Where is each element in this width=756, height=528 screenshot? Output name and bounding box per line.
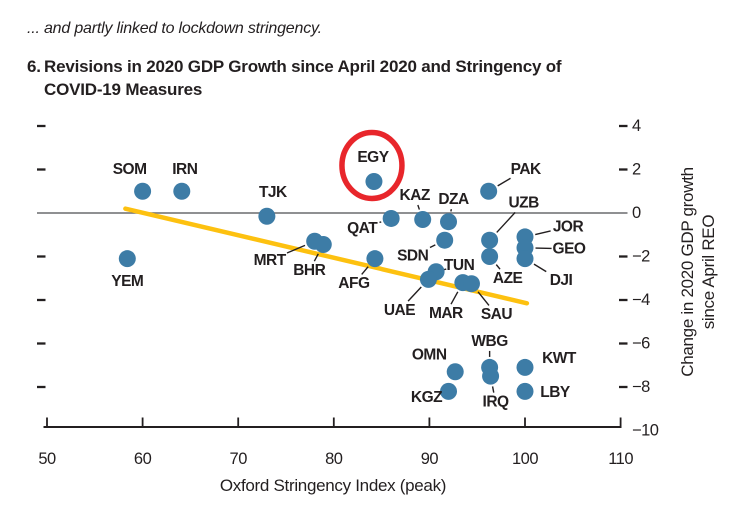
figure-title-line1: Revisions in 2020 GDP Growth since April…	[44, 57, 562, 76]
country-label-IRQ: IRQ	[483, 394, 510, 411]
x-tick-label-90: 90	[421, 450, 439, 468]
y-tick-label-4: 4	[632, 117, 641, 135]
scatter-dot-PAK	[480, 182, 498, 200]
country-label-LBY: LBY	[540, 384, 571, 401]
scatter-dot-TJK	[258, 207, 276, 225]
leader-line-SAU	[477, 291, 490, 306]
country-label-KWT: KWT	[542, 350, 577, 367]
country-label-SDN: SDN	[397, 248, 429, 265]
scatter-dot-DJI	[516, 250, 534, 268]
leader-line-DJI	[533, 263, 547, 273]
y-tick-label-2: 2	[632, 161, 641, 179]
y-tick-label--4: −4	[632, 291, 650, 309]
x-tick-label-70: 70	[230, 450, 248, 468]
scatter-dot-YEM	[118, 250, 136, 268]
scatter-dot-UZB	[481, 231, 499, 249]
x-tick-label-110: 110	[608, 450, 633, 468]
country-label-AZE: AZE	[493, 270, 523, 287]
y-axis-title-line2: since April REO	[699, 214, 718, 330]
scatter-dot-BHR	[314, 236, 332, 254]
country-label-TUN: TUN	[444, 257, 475, 274]
figure-title: 6. Revisions in 2020 GDP Growth since Ap…	[27, 55, 562, 101]
scatter-dot-SOM	[134, 182, 152, 200]
y-tick-label-0: 0	[632, 204, 641, 222]
highlight-circle-EGY	[339, 129, 405, 202]
country-label-MRT: MRT	[254, 252, 287, 269]
y-tick-label--2: −2	[632, 248, 650, 266]
country-label-YEM: YEM	[111, 273, 143, 290]
leader-line-SDN	[429, 244, 436, 249]
scatter-dot-LBY	[516, 382, 534, 400]
leader-line-QAT	[379, 221, 382, 224]
scatter-dot-KGZ	[440, 382, 458, 400]
scatter-dot-SAU	[462, 275, 480, 293]
leader-line-KAZ	[417, 204, 421, 210]
scatter-dot-UAE	[419, 270, 437, 288]
country-label-UAE: UAE	[384, 302, 415, 319]
scatter-dot-IRN	[173, 182, 191, 200]
scatter-dot-QAT	[382, 209, 400, 227]
figure-number: 6.	[27, 57, 41, 76]
country-label-AFG: AFG	[338, 275, 370, 292]
leader-line-IRQ	[491, 386, 495, 393]
figure-title-text: Revisions in 2020 GDP Growth since April…	[44, 55, 562, 101]
leader-line-PAK	[497, 177, 511, 187]
scatter-dot-OMN	[446, 363, 464, 381]
x-tick-label-100: 100	[512, 450, 538, 468]
x-tick-label-50: 50	[38, 450, 56, 468]
scatter-dot-AFG	[366, 250, 384, 268]
country-label-DZA: DZA	[438, 191, 469, 208]
leader-line-AFG	[361, 266, 369, 275]
country-label-SOM: SOM	[113, 161, 147, 178]
leader-line-MRT	[286, 244, 306, 254]
x-tick-label-60: 60	[134, 450, 152, 468]
figure-title-line2: COVID-19 Measures	[44, 80, 203, 99]
country-label-SAU: SAU	[481, 306, 513, 323]
country-label-QAT: QAT	[347, 220, 378, 237]
leader-line-AZE	[495, 264, 501, 270]
scatter-dot-KAZ	[414, 211, 432, 229]
leader-line-DZA	[450, 209, 453, 212]
country-label-DJI: DJI	[550, 272, 573, 289]
country-label-UZB: UZB	[508, 195, 539, 212]
country-label-GEO: GEO	[553, 240, 586, 257]
scatter-dot-DZA	[440, 213, 458, 231]
scatter-dot-IRQ	[482, 367, 500, 385]
scatter-dot-SDN	[436, 231, 454, 249]
figure-kicker: ... and partly linked to lockdown string…	[27, 20, 322, 37]
leader-line-MAR	[450, 291, 459, 305]
country-label-IRN: IRN	[172, 161, 198, 178]
country-label-TJK: TJK	[259, 184, 288, 201]
scatter-dot-KWT	[516, 358, 534, 376]
country-label-PAK: PAK	[511, 161, 542, 178]
country-label-BHR: BHR	[293, 262, 325, 279]
country-label-OMN: OMN	[412, 346, 447, 363]
country-label-EGY: EGY	[357, 149, 389, 166]
leader-line-BHR	[313, 253, 319, 262]
y-axis-title: Change in 2020 GDP growth since April RE…	[677, 122, 719, 422]
country-label-KAZ: KAZ	[400, 187, 431, 204]
country-label-KGZ: KGZ	[411, 389, 443, 406]
y-tick-label--10: −10	[632, 422, 659, 440]
leader-line-UAE	[407, 286, 422, 302]
leader-line-JOR	[535, 230, 551, 236]
y-axis-title-line1: Change in 2020 GDP growth	[678, 167, 697, 377]
x-axis-title: Oxford Stringency Index (peak)	[219, 476, 447, 495]
x-tick-label-80: 80	[325, 450, 343, 468]
leader-line-UZB	[496, 211, 516, 233]
scatter-dot-AZE	[481, 248, 499, 265]
y-tick-label--6: −6	[632, 335, 650, 353]
scatter-dot-EGY	[365, 172, 383, 190]
country-label-MAR: MAR	[429, 305, 463, 322]
y-tick-label--8: −8	[632, 378, 650, 396]
country-label-WBG: WBG	[471, 333, 508, 350]
country-label-JOR: JOR	[553, 218, 584, 235]
